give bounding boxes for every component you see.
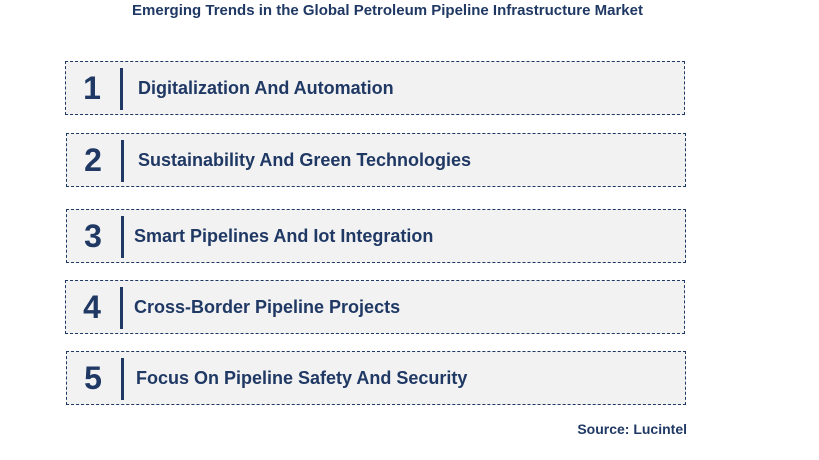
- trend-item-3: 3 Smart Pipelines And Iot Integration: [66, 209, 686, 263]
- trend-number: 5: [84, 359, 102, 396]
- trend-label: Focus On Pipeline Safety And Security: [136, 367, 468, 388]
- trend-item-1: 1 Digitalization And Automation: [65, 61, 685, 115]
- trend-item-2: 2 Sustainability And Green Technologies: [66, 133, 686, 187]
- divider-bar: [121, 216, 124, 258]
- divider-bar: [121, 358, 124, 400]
- trend-label: Cross-Border Pipeline Projects: [134, 296, 401, 317]
- source-note: Source: Lucintel: [577, 421, 687, 437]
- trend-item-4: 4 Cross-Border Pipeline Projects: [65, 280, 685, 334]
- trend-label: Smart Pipelines And Iot Integration: [134, 225, 434, 246]
- trend-number: 2: [84, 141, 102, 178]
- trend-number: 1: [83, 69, 101, 106]
- chart-title: Emerging Trends in the Global Petroleum …: [132, 2, 643, 19]
- divider-bar: [120, 287, 123, 329]
- trend-label: Digitalization And Automation: [138, 77, 394, 98]
- trend-label: Sustainability And Green Technologies: [138, 149, 472, 170]
- trend-number: 4: [83, 288, 101, 325]
- trend-number: 3: [84, 217, 102, 254]
- divider-bar: [121, 140, 124, 182]
- divider-bar: [120, 68, 123, 110]
- trend-item-5: 5 Focus On Pipeline Safety And Security: [66, 351, 686, 405]
